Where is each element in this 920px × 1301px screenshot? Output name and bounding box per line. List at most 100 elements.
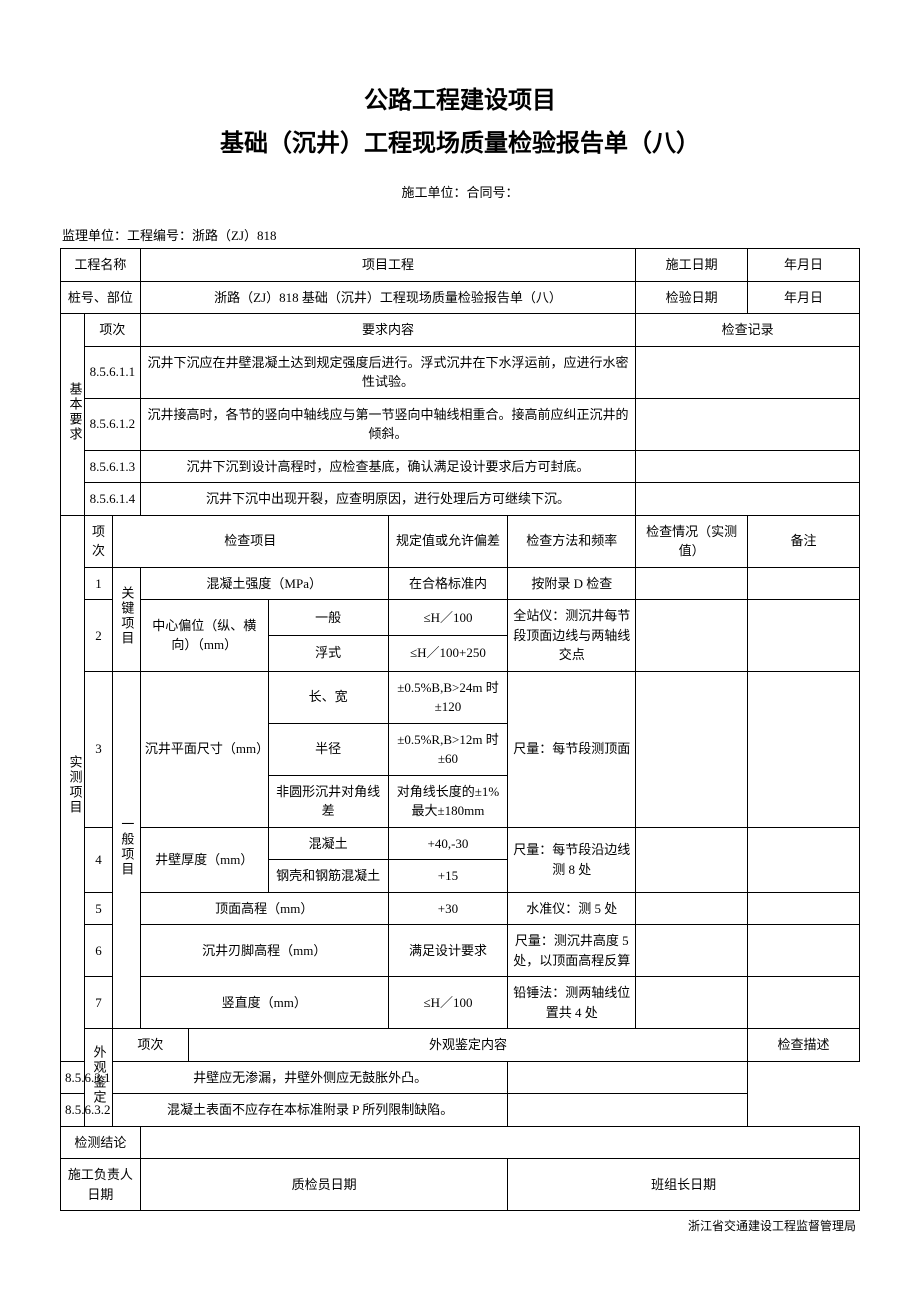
measure-header-std: 规定值或允许偏差 bbox=[388, 515, 508, 567]
table-row: 检测结论 bbox=[61, 1126, 860, 1159]
m-no-1: 1 bbox=[84, 567, 112, 600]
app-desc-1 bbox=[508, 1061, 748, 1094]
m-item-1: 混凝土强度（MPa） bbox=[140, 567, 388, 600]
m-method-7: 铅锤法：测两轴线位置共 4 处 bbox=[508, 977, 636, 1029]
basic-header-no: 项次 bbox=[84, 314, 140, 347]
table-row: 8.5.6.1.4 沉井下沉中出现开裂，应查明原因，进行处理后方可继续下沉。 bbox=[61, 483, 860, 516]
m-actual-6 bbox=[636, 925, 748, 977]
m-item-7: 竖直度（mm） bbox=[140, 977, 388, 1029]
basic-content-4: 沉井下沉中出现开裂，应查明原因，进行处理后方可继续下沉。 bbox=[140, 483, 635, 516]
app-header-desc: 检查描述 bbox=[748, 1029, 860, 1062]
m-item-5: 顶面高程（mm） bbox=[140, 892, 388, 925]
m-sub-2a: 一般 bbox=[268, 600, 388, 636]
m-sub-4a: 混凝土 bbox=[268, 827, 388, 860]
meta-construction: 施工单位：合同号： bbox=[60, 182, 860, 201]
m-item-6: 沉井刃脚高程（mm） bbox=[140, 925, 388, 977]
m-std-6: 满足设计要求 bbox=[388, 925, 508, 977]
m-method-2: 全站仪：测沉井每节段顶面边线与两轴线交点 bbox=[508, 600, 636, 672]
basic-no-2: 8.5.6.1.2 bbox=[84, 398, 140, 450]
table-row: 8.5.6.3.1 井壁应无渗漏，井壁外侧应无鼓胀外凸。 bbox=[61, 1061, 860, 1094]
m-std-4a: +40,-30 bbox=[388, 827, 508, 860]
m-remark-7 bbox=[748, 977, 860, 1029]
basic-record-2 bbox=[636, 398, 860, 450]
sign-qc: 质检员日期 bbox=[140, 1159, 508, 1211]
basic-content-2: 沉井接高时，各节的竖向中轴线应与第一节竖向中轴线相重合。接高前应纠正沉井的倾斜。 bbox=[140, 398, 635, 450]
m-method-3: 尺量：每节段测顶面 bbox=[508, 671, 636, 827]
app-desc-2 bbox=[508, 1094, 748, 1127]
cell-project-name-value: 项目工程 bbox=[140, 249, 635, 282]
m-item-4: 井壁厚度（mm） bbox=[140, 827, 268, 892]
table-row: 基本要求 项次 要求内容 检查记录 bbox=[61, 314, 860, 347]
measure-section-label: 实测项目 bbox=[61, 515, 85, 1061]
cell-inspection-date-label: 检验日期 bbox=[636, 281, 748, 314]
cell-construction-date-label: 施工日期 bbox=[636, 249, 748, 282]
cell-inspection-date-value: 年月日 bbox=[748, 281, 860, 314]
app-content-1: 井壁应无渗漏，井壁外侧应无鼓胀外凸。 bbox=[112, 1061, 507, 1094]
table-row: 6 沉井刃脚高程（mm） 满足设计要求 尺量：测沉井高度 5 处，以顶面高程反算 bbox=[61, 925, 860, 977]
conclusion-label: 检测结论 bbox=[61, 1126, 141, 1159]
conclusion-value bbox=[140, 1126, 859, 1159]
m-sub-3a: 长、宽 bbox=[268, 671, 388, 723]
key-item-label: 关键项目 bbox=[112, 567, 140, 671]
measure-header-method: 检查方法和频率 bbox=[508, 515, 636, 567]
m-actual-5 bbox=[636, 892, 748, 925]
table-row: 工程名称 项目工程 施工日期 年月日 bbox=[61, 249, 860, 282]
table-row: 施工负责人日期 质检员日期 班组长日期 bbox=[61, 1159, 860, 1211]
cell-location-value: 浙路（ZJ）818 基础（沉井）工程现场质量检验报告单（八） bbox=[140, 281, 635, 314]
meta-supervision: 监理单位：工程编号：浙路（ZJ）818 bbox=[60, 225, 860, 244]
table-row: 5 顶面高程（mm） +30 水准仪：测 5 处 bbox=[61, 892, 860, 925]
general-item-label: 一般项目 bbox=[112, 671, 140, 1029]
app-header-no: 项次 bbox=[112, 1029, 188, 1062]
basic-record-4 bbox=[636, 483, 860, 516]
sign-construction-manager: 施工负责人日期 bbox=[61, 1159, 141, 1211]
basic-no-3: 8.5.6.1.3 bbox=[84, 450, 140, 483]
m-method-4: 尺量：每节段沿边线测 8 处 bbox=[508, 827, 636, 892]
m-no-6: 6 bbox=[84, 925, 112, 977]
m-actual-2 bbox=[636, 600, 748, 672]
m-remark-5 bbox=[748, 892, 860, 925]
m-std-4b: +15 bbox=[388, 860, 508, 893]
measure-header-no: 项次 bbox=[84, 515, 112, 567]
m-remark-6 bbox=[748, 925, 860, 977]
basic-content-3: 沉井下沉到设计高程时，应检查基底，确认满足设计要求后方可封底。 bbox=[140, 450, 635, 483]
m-actual-3 bbox=[636, 671, 748, 827]
m-std-3c: 对角线长度的±1%最大±180mm bbox=[388, 775, 508, 827]
m-item-2: 中心偏位（纵、横向）（mm） bbox=[140, 600, 268, 672]
basic-no-4: 8.5.6.1.4 bbox=[84, 483, 140, 516]
app-header-content: 外观鉴定内容 bbox=[188, 1029, 747, 1062]
measure-header-actual: 检查情况（实测值） bbox=[636, 515, 748, 567]
table-row: 8.5.6.1.1 沉井下沉应在井壁混凝土达到规定强度后进行。浮式沉井在下水浮运… bbox=[61, 346, 860, 398]
m-sub-3b: 半径 bbox=[268, 723, 388, 775]
m-remark-2 bbox=[748, 600, 860, 672]
m-no-4: 4 bbox=[84, 827, 112, 892]
m-method-6: 尺量：测沉井高度 5 处，以顶面高程反算 bbox=[508, 925, 636, 977]
m-remark-3 bbox=[748, 671, 860, 827]
m-sub-3c: 非圆形沉井对角线差 bbox=[268, 775, 388, 827]
cell-project-name-label: 工程名称 bbox=[61, 249, 141, 282]
cell-location-label: 桩号、部位 bbox=[61, 281, 141, 314]
footer-authority: 浙江省交通建设工程监督管理局 bbox=[60, 1217, 860, 1234]
table-row: 3 一般项目 沉井平面尺寸（mm） 长、宽 ±0.5%B,B>24m 时±120… bbox=[61, 671, 860, 723]
table-row: 1 关键项目 混凝土强度（MPa） 在合格标准内 按附录 D 检查 bbox=[61, 567, 860, 600]
basic-header-record: 检查记录 bbox=[636, 314, 860, 347]
table-row: 7 竖直度（mm） ≤H／100 铅锤法：测两轴线位置共 4 处 bbox=[61, 977, 860, 1029]
m-std-1: 在合格标准内 bbox=[388, 567, 508, 600]
m-actual-7 bbox=[636, 977, 748, 1029]
table-row: 4 井壁厚度（mm） 混凝土 +40,-30 尺量：每节段沿边线测 8 处 bbox=[61, 827, 860, 860]
m-std-5: +30 bbox=[388, 892, 508, 925]
m-no-3: 3 bbox=[84, 671, 112, 827]
doc-title-2: 基础（沉井）工程现场质量检验报告单（八） bbox=[60, 123, 860, 158]
basic-req-section-label: 基本要求 bbox=[61, 314, 85, 516]
m-remark-1 bbox=[748, 567, 860, 600]
m-method-1: 按附录 D 检查 bbox=[508, 567, 636, 600]
table-row: 2 中心偏位（纵、横向）（mm） 一般 ≤H／100 全站仪：测沉井每节段顶面边… bbox=[61, 600, 860, 636]
app-content-2: 混凝土表面不应存在本标准附录 P 所列限制缺陷。 bbox=[112, 1094, 507, 1127]
table-row: 8.5.6.1.2 沉井接高时，各节的竖向中轴线应与第一节竖向中轴线相重合。接高… bbox=[61, 398, 860, 450]
m-std-2b: ≤H／100+250 bbox=[388, 635, 508, 671]
table-row: 外观鉴定 项次 外观鉴定内容 检查描述 bbox=[61, 1029, 860, 1062]
basic-record-3 bbox=[636, 450, 860, 483]
m-no-7: 7 bbox=[84, 977, 112, 1029]
m-std-7: ≤H／100 bbox=[388, 977, 508, 1029]
m-remark-4 bbox=[748, 827, 860, 892]
basic-no-1: 8.5.6.1.1 bbox=[84, 346, 140, 398]
